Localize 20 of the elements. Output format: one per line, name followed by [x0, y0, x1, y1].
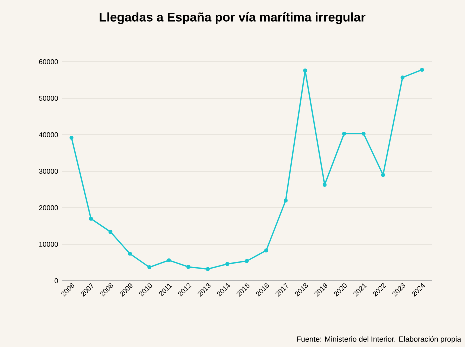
point — [303, 68, 308, 73]
point — [70, 136, 74, 140]
point — [284, 198, 288, 203]
point — [322, 183, 327, 187]
point — [420, 68, 424, 72]
point — [362, 132, 366, 136]
point — [400, 76, 405, 80]
point — [186, 265, 191, 270]
point — [128, 252, 132, 256]
point — [342, 132, 346, 136]
point — [264, 248, 268, 253]
point — [167, 258, 172, 262]
point — [108, 230, 113, 234]
point — [245, 259, 249, 264]
point — [206, 267, 210, 272]
point — [381, 173, 386, 178]
chart-title: Llegadas a España por vía marítima irregular — [100, 12, 366, 24]
point — [226, 262, 230, 266]
point — [89, 216, 94, 221]
point — [148, 266, 152, 270]
